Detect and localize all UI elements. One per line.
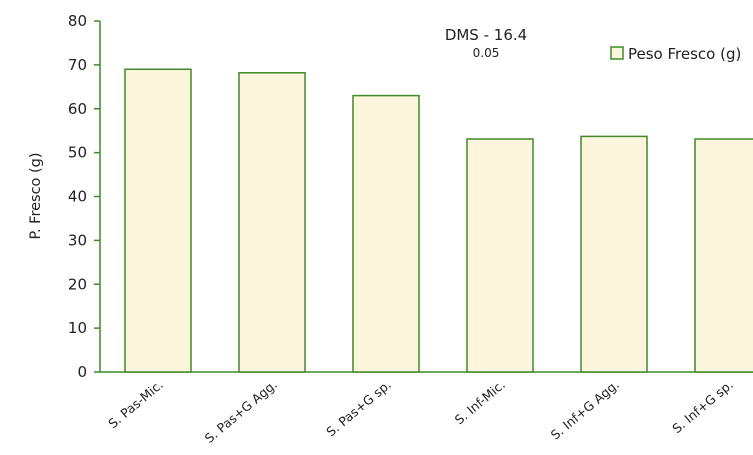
x-tick-label: S. Inf+G sp. [669, 377, 736, 436]
legend: Peso Fresco (g) [610, 45, 741, 63]
bar [238, 72, 306, 373]
legend-label: Peso Fresco (g) [628, 45, 741, 63]
legend-swatch [610, 46, 624, 60]
dms-annotation-text: DMS - 16.4 [445, 26, 527, 44]
x-tick-label: S. Inf-Mic. [452, 377, 508, 428]
bar [694, 138, 753, 373]
y-tick-label: 60 [68, 100, 87, 118]
y-tick-label: 80 [68, 12, 87, 30]
y-axis: 0 10 20 30 40 50 60 70 80 [68, 12, 101, 381]
category-labels: S. Pas-Mic. S. Pas+G Agg. S. Pas+G sp. S. I… [105, 377, 736, 446]
y-tick-label: 70 [68, 56, 87, 74]
dms-annotation-subscript: 0.05 [473, 46, 500, 60]
y-tick-label: 0 [77, 363, 87, 381]
bar [124, 68, 192, 373]
bars [124, 68, 753, 373]
dms-annotation: DMS - 16.4 0.05 [445, 26, 527, 60]
x-tick-label: S. Inf+G Agg. [548, 377, 622, 443]
bar [580, 135, 648, 373]
x-tick-label: S. Pas-Mic. [105, 377, 166, 431]
y-tick-label: 30 [68, 231, 87, 249]
x-tick-label: S. Pas+G sp. [323, 377, 394, 440]
y-tick-label: 40 [68, 188, 87, 206]
y-tick-label: 50 [68, 144, 87, 162]
bar [466, 138, 534, 373]
x-tick-label: S. Pas+G Agg. [202, 377, 280, 446]
y-tick-label: 20 [68, 275, 87, 293]
bar [352, 94, 420, 373]
y-axis-label: P. Fresco (g) [28, 152, 44, 239]
y-tick-label: 10 [68, 319, 87, 337]
